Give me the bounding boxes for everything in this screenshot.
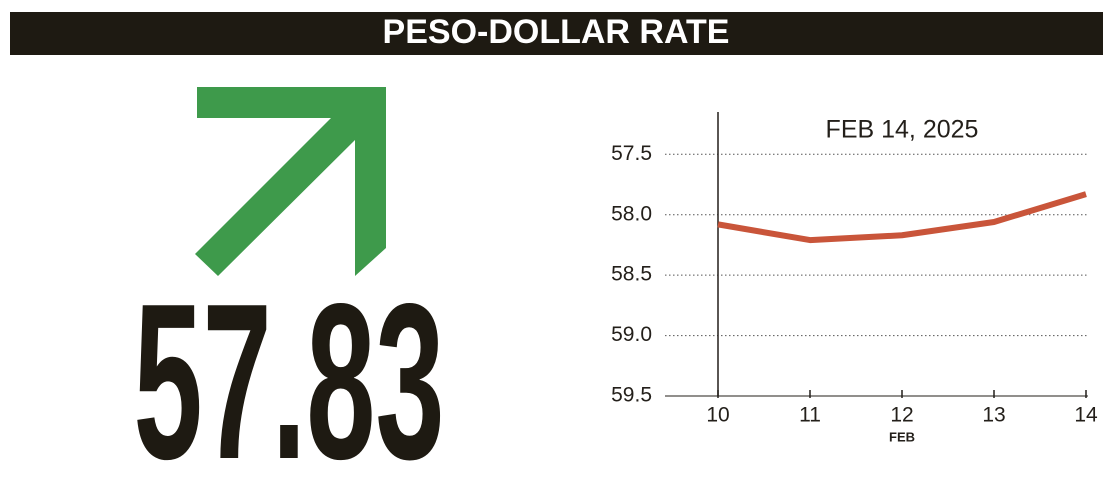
up-arrow [195,87,386,276]
y-tick-label: 58.5 [611,263,652,286]
x-tick-label: 10 [706,404,729,427]
y-tick-label: 59.5 [611,384,652,407]
headline-value: 57.83 [133,258,444,491]
title-bar [10,12,1103,55]
x-axis-label: FEB [889,429,915,444]
y-tick-label: 59.0 [611,323,652,346]
title: PESO-DOLLAR RATE [383,13,730,51]
annotation: FEB 14, 2025 [826,116,979,144]
chart: 57.5 58.0 58.5 59.0 59.5 10 11 12 13 14 FEB FEB 14,… [611,112,1098,444]
x-tick-label: 12 [890,404,913,427]
x-tick-label: 13 [982,404,1005,427]
y-tick-label: 57.5 [611,142,652,165]
y-tick-label: 58.0 [611,202,652,225]
data-line [717,191,1087,244]
x-tick-label: 11 [799,404,821,427]
x-tick-label: 14 [1074,404,1098,427]
